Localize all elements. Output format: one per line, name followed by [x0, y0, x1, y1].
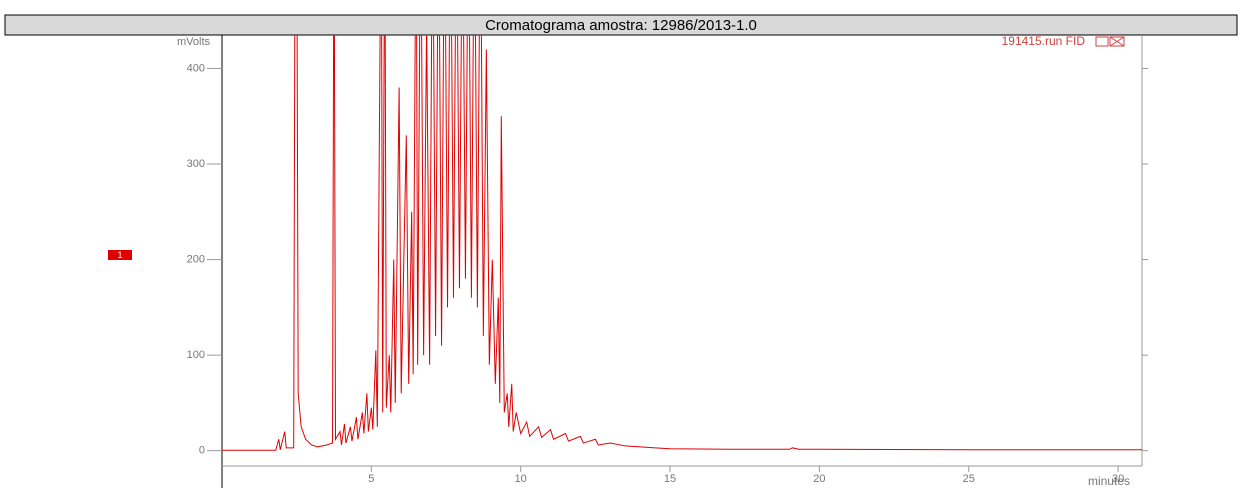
y-tick-label: 100 — [187, 349, 205, 361]
x-tick-label: 20 — [813, 473, 825, 485]
icon — [1095, 36, 1109, 47]
chromatogram-line — [222, 35, 1142, 451]
chart-title: Cromatograma amostra: 12986/2013-1.0 — [485, 17, 757, 34]
x-tick-label: 10 — [515, 473, 527, 485]
x-tick-label: 15 — [664, 473, 676, 485]
y-tick-label: 300 — [187, 158, 205, 170]
title-bar — [4, 14, 1238, 36]
icon — [1109, 36, 1125, 47]
y-axis-label: mVolts — [177, 36, 211, 48]
icon — [1109, 36, 1125, 47]
y-tick-label: 200 — [187, 253, 205, 265]
legend: 1 — [108, 250, 132, 260]
y-tick-label: 0 — [199, 445, 205, 457]
run-label: 191415.run FID — [1002, 34, 1086, 48]
y-tick-label: 400 — [187, 62, 205, 74]
x-axis-label: minutes — [1088, 474, 1130, 488]
x-tick-label: 25 — [963, 473, 975, 485]
legend-swatch — [108, 250, 132, 260]
x-tick-label: 30 — [1112, 473, 1124, 485]
x-tick-label: 5 — [368, 473, 374, 485]
legend-label: 1 — [117, 250, 122, 260]
